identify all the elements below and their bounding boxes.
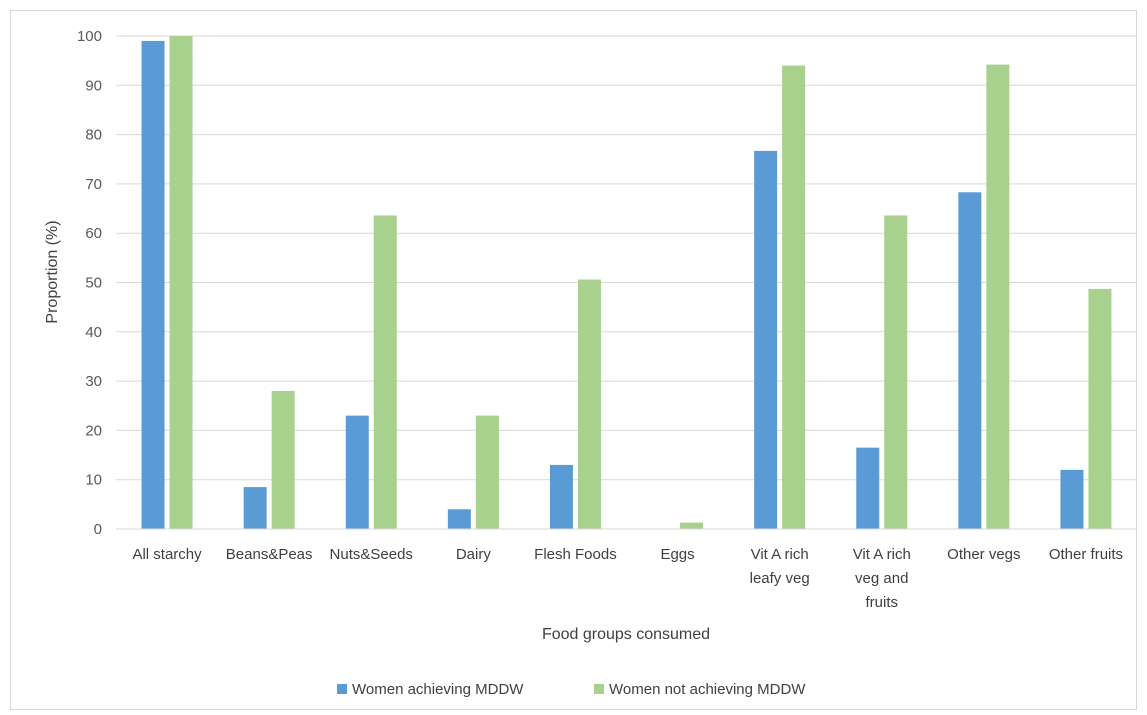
y-tick-label: 80 bbox=[85, 127, 102, 144]
y-tick-label: 70 bbox=[85, 176, 102, 193]
x-category-label: Vit A rich leafy veg bbox=[750, 546, 810, 587]
bar-series-2 bbox=[680, 522, 704, 529]
bar-series-1 bbox=[447, 509, 471, 529]
x-category-label: All starchy bbox=[132, 546, 202, 563]
legend-label-series-2: Women not achieving MDDW bbox=[609, 681, 806, 698]
y-tick-label: 50 bbox=[85, 275, 102, 292]
bar-series-1 bbox=[243, 487, 267, 529]
bar-series-2 bbox=[1088, 288, 1112, 529]
x-category-label: Flesh Foods bbox=[534, 546, 617, 563]
bar-series-2 bbox=[475, 415, 499, 529]
bar-series-2 bbox=[986, 64, 1010, 530]
bar-series-2 bbox=[577, 279, 601, 529]
bar-series-2 bbox=[782, 65, 806, 529]
y-tick-label: 10 bbox=[85, 472, 102, 489]
y-axis-title: Proportion (%) bbox=[44, 220, 61, 323]
bar-series-2 bbox=[169, 36, 193, 529]
y-tick-label: 30 bbox=[85, 373, 102, 390]
bar-series-1 bbox=[856, 447, 880, 529]
y-tick-label: 20 bbox=[85, 422, 102, 439]
bar-series-1 bbox=[958, 192, 982, 529]
bar-series-2 bbox=[271, 390, 295, 529]
bar-series-2 bbox=[373, 215, 397, 529]
x-axis-title: Food groups consumed bbox=[542, 626, 710, 643]
y-tick-label: 0 bbox=[94, 521, 102, 538]
legend-swatch-series-1 bbox=[337, 684, 347, 694]
legend-label-series-1: Women achieving MDDW bbox=[352, 681, 524, 698]
x-category-label: Eggs bbox=[660, 546, 694, 563]
chart-frame bbox=[10, 10, 1137, 710]
legend: Women achieving MDDW Women not achieving… bbox=[337, 681, 806, 698]
gridlines bbox=[116, 35, 1137, 481]
y-tick-label: 90 bbox=[85, 77, 102, 94]
x-category-label: Nuts&Seeds bbox=[330, 546, 413, 563]
bar-series-1 bbox=[1060, 469, 1084, 529]
legend-swatch-series-2 bbox=[594, 684, 604, 694]
bar-series-1 bbox=[141, 40, 165, 530]
y-tick-label: 100 bbox=[77, 28, 102, 45]
bar-series-1 bbox=[754, 150, 778, 529]
y-tick-label: 40 bbox=[85, 324, 102, 341]
bar-series-2 bbox=[884, 215, 908, 529]
bar-series-1 bbox=[345, 415, 369, 529]
bars bbox=[141, 36, 1112, 530]
x-category-label: Other vegs bbox=[947, 546, 1020, 563]
bar-series-1 bbox=[549, 464, 573, 529]
x-category-label: Beans&Peas bbox=[226, 546, 313, 563]
x-category-label: Vit A rich veg and fruits bbox=[853, 546, 911, 611]
y-axis-ticks: 0 10 20 30 40 50 60 70 80 90 100 bbox=[77, 28, 102, 538]
x-category-label: Dairy bbox=[456, 546, 492, 563]
x-category-label: Other fruits bbox=[1049, 546, 1123, 563]
y-tick-label: 60 bbox=[85, 225, 102, 242]
x-axis-categories: All starchy Beans&Peas Nuts&Seeds Dairy Fles… bbox=[132, 546, 1123, 611]
